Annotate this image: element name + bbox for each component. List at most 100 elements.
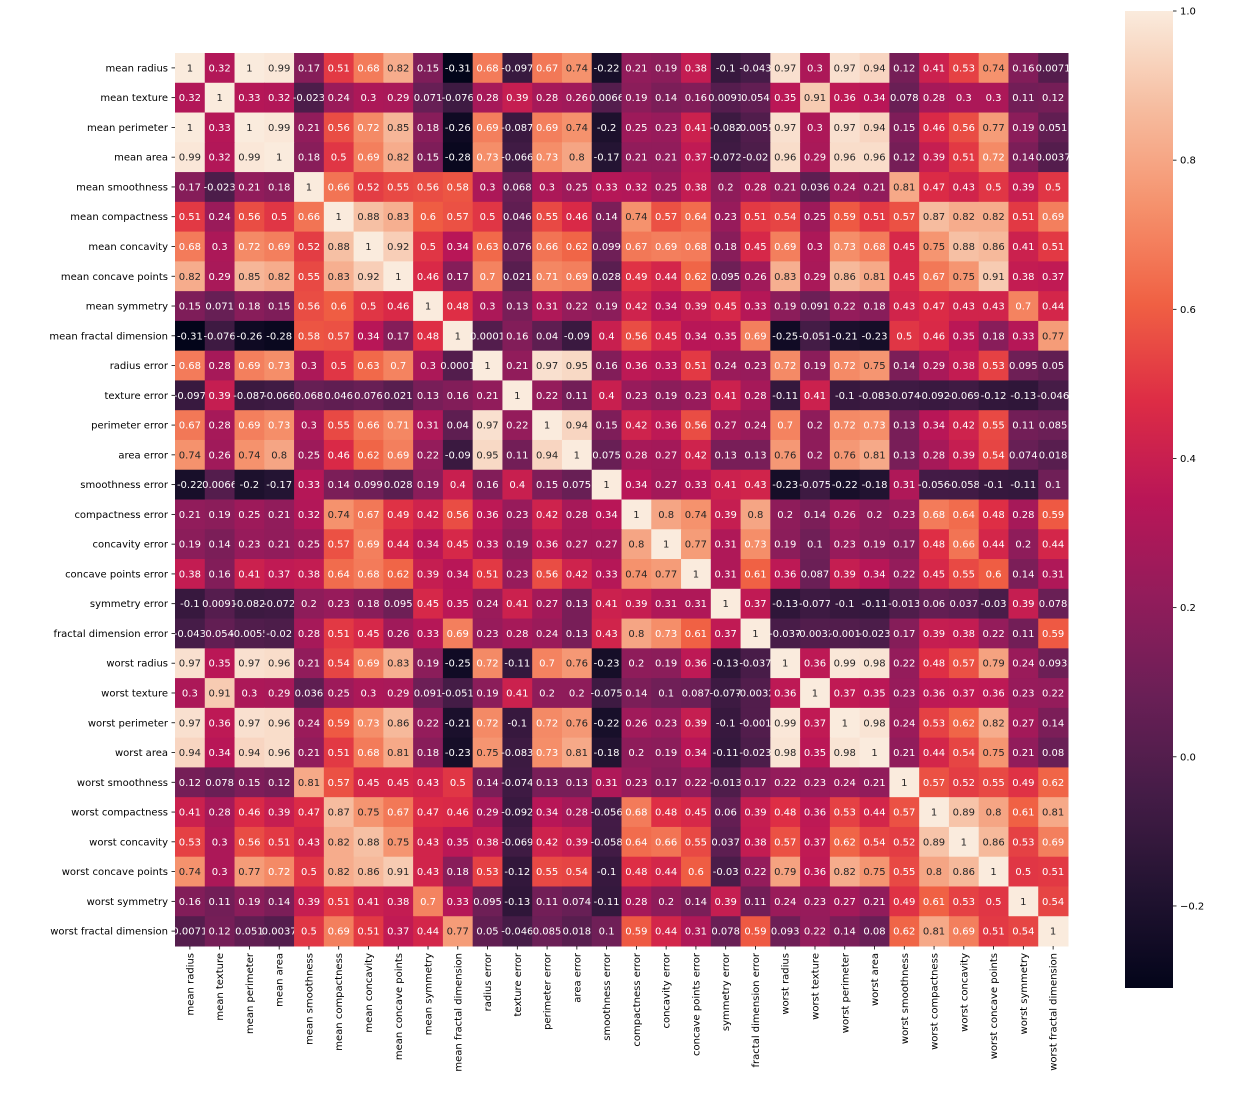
heatmap-cell [710, 469, 742, 500]
heatmap-cell [948, 826, 980, 858]
heatmap-cell [978, 618, 1009, 649]
cell-annotation: 0.28 [298, 629, 320, 640]
cell-annotation: 0.14 [1012, 153, 1034, 164]
heatmap-cell [175, 291, 206, 322]
cell-annotation: 0.085 [1039, 421, 1068, 432]
colorbar-tick-label: 1.0 [1180, 7, 1196, 18]
cell-annotation: 0.82 [328, 867, 350, 878]
cell-annotation: 0.21 [1012, 748, 1034, 759]
heatmap-cell [591, 856, 622, 887]
heatmap-cell [413, 916, 444, 947]
cell-annotation: 0.36 [834, 93, 856, 104]
heatmap-cell [204, 886, 236, 917]
heatmap-cell [621, 826, 652, 858]
cell-annotation: 0.19 [863, 540, 885, 551]
cell-annotation: 0.51 [1042, 242, 1064, 253]
heatmap-cell [1038, 172, 1069, 203]
heatmap-cell [800, 142, 831, 173]
column-label: worst compactness [930, 953, 941, 1050]
cell-annotation: 0.68 [357, 748, 379, 759]
row-label: worst symmetry [87, 897, 169, 908]
heatmap-cell [829, 559, 861, 590]
heatmap-cell [561, 618, 593, 649]
cell-annotation: 0.45 [923, 569, 945, 580]
heatmap-cell [1008, 499, 1039, 530]
heatmap-cell [294, 618, 325, 649]
cell-annotation: 0.39 [506, 93, 528, 104]
cell-annotation: 0.13 [893, 421, 915, 432]
cell-annotation: -0.23 [862, 331, 888, 342]
heatmap-cell [591, 618, 622, 649]
cell-annotation: 0.5 [361, 302, 377, 313]
heatmap-cell [472, 916, 503, 947]
heatmap-cell [740, 469, 771, 500]
cell-annotation: 0.33 [476, 540, 498, 551]
cell-annotation: 0.68 [625, 808, 647, 819]
heatmap-cell [800, 916, 831, 947]
heatmap-cell [323, 82, 355, 114]
heatmap-cell [1008, 826, 1039, 858]
cell-annotation: 0.67 [179, 421, 201, 432]
cell-annotation: 0.69 [774, 242, 796, 253]
column-label: mean concavity [364, 953, 375, 1033]
cell-annotation: 0.39 [923, 153, 945, 164]
cell-annotation: 0.2 [807, 450, 823, 461]
heatmap-cell [175, 886, 206, 917]
cell-annotation: 0.57 [893, 212, 915, 223]
cell-annotation: 0.41 [685, 123, 707, 134]
heatmap-cell [889, 410, 920, 441]
cell-annotation: -0.02 [743, 153, 769, 164]
heatmap-cell [323, 559, 355, 590]
cell-annotation: 0.82 [953, 212, 975, 223]
heatmap-cell [234, 291, 265, 322]
cell-annotation: 0.19 [209, 510, 231, 521]
cell-annotation: 0.55 [685, 837, 707, 848]
cell-annotation: 0.68 [923, 510, 945, 521]
cell-annotation: 0.29 [387, 93, 409, 104]
heatmap-cell [889, 291, 920, 322]
heatmap-cell [1038, 142, 1069, 173]
cell-annotation: 1 [722, 599, 728, 610]
cell-annotation: 0.72 [476, 659, 498, 670]
heatmap-cell [442, 231, 474, 262]
heatmap-cell [294, 291, 325, 322]
cell-annotation: 0.051 [1039, 123, 1068, 134]
cell-annotation: 0.21 [506, 361, 528, 372]
heatmap-cell [829, 291, 861, 322]
heatmap-cell [353, 172, 384, 203]
cell-annotation: 0.2 [1015, 540, 1031, 551]
heatmap-cell [978, 82, 1009, 114]
heatmap-cell [264, 826, 295, 858]
heatmap-cell [204, 172, 236, 203]
heatmap-cell [770, 172, 801, 203]
heatmap-cell [353, 529, 384, 560]
heatmap-cell [710, 53, 742, 84]
heatmap-cell [294, 886, 325, 917]
cell-annotation: -0.11 [862, 599, 888, 610]
heatmap-cell [651, 529, 682, 560]
heatmap-cell [800, 320, 831, 352]
cell-annotation: 0.74 [328, 510, 350, 521]
heatmap-cell [472, 886, 503, 917]
heatmap-cell [591, 320, 622, 352]
cell-annotation: 0.26 [744, 272, 766, 283]
heatmap-cell [353, 261, 384, 292]
heatmap-cell [651, 439, 682, 471]
heatmap-cell [829, 886, 861, 917]
heatmap-cell [472, 648, 503, 679]
cell-annotation: 0.25 [298, 450, 320, 461]
heatmap-cell [710, 82, 742, 114]
heatmap-cell [978, 142, 1009, 173]
heatmap-cell [591, 826, 622, 858]
column-label: mean concave points [394, 953, 405, 1060]
heatmap-cell [413, 112, 444, 143]
heatmap-cell [829, 469, 861, 500]
cell-annotation: -0.087 [501, 123, 533, 134]
heatmap-cell [889, 439, 920, 471]
cell-annotation: 0.04 [447, 421, 469, 432]
cell-annotation: 0.23 [625, 391, 647, 402]
heatmap-cell [442, 559, 474, 590]
cell-annotation: 0.28 [744, 391, 766, 402]
heatmap-cell [978, 707, 1009, 739]
heatmap-cell [591, 469, 622, 500]
